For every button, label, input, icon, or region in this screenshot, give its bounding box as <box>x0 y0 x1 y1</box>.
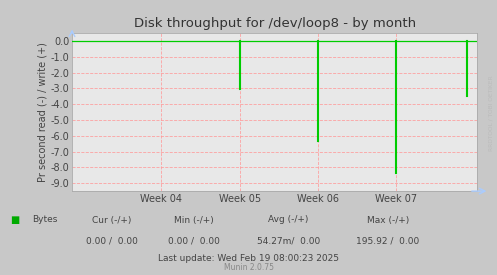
Y-axis label: Pr second read (-) / write (+): Pr second read (-) / write (+) <box>38 42 48 182</box>
Text: 0.00 /  0.00: 0.00 / 0.00 <box>168 236 220 245</box>
Text: 0.00 /  0.00: 0.00 / 0.00 <box>86 236 138 245</box>
Text: 54.27m/  0.00: 54.27m/ 0.00 <box>256 236 320 245</box>
Text: Cur (-/+): Cur (-/+) <box>92 216 132 224</box>
Text: Avg (-/+): Avg (-/+) <box>268 216 309 224</box>
Text: Min (-/+): Min (-/+) <box>174 216 214 224</box>
Text: Max (-/+): Max (-/+) <box>366 216 409 224</box>
Text: 195.92 /  0.00: 195.92 / 0.00 <box>356 236 419 245</box>
Text: Bytes: Bytes <box>32 216 58 224</box>
Text: Last update: Wed Feb 19 08:00:23 2025: Last update: Wed Feb 19 08:00:23 2025 <box>158 254 339 263</box>
Title: Disk throughput for /dev/loop8 - by month: Disk throughput for /dev/loop8 - by mont… <box>134 17 415 31</box>
Text: ■: ■ <box>10 215 19 225</box>
Text: RRDTOOL / TOBI OETIKER: RRDTOOL / TOBI OETIKER <box>488 75 493 151</box>
Text: Munin 2.0.75: Munin 2.0.75 <box>224 263 273 272</box>
